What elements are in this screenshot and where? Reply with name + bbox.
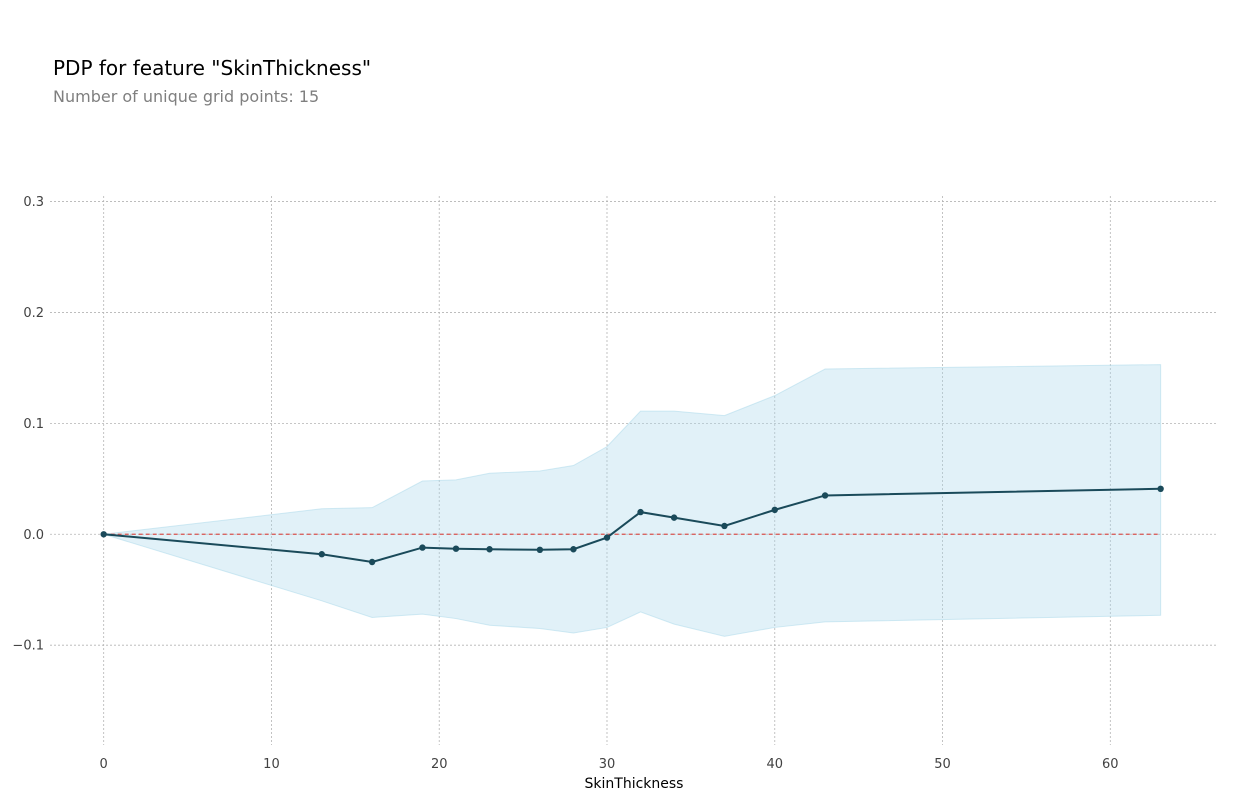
pdp-point [100, 531, 107, 538]
confidence-band [103, 364, 1162, 637]
pdp-point [570, 546, 577, 553]
pdp-point [452, 545, 460, 552]
y-tick-label: 0.0 [23, 528, 44, 543]
y-tick-labels: −0.1 0.0 0.1 0.2 0.3 [12, 195, 44, 654]
pdp-point [486, 546, 493, 553]
pdp-point [318, 551, 325, 558]
y-tick-label: −0.1 [12, 639, 44, 654]
pdp-point [368, 558, 376, 566]
y-tick-label: 0.1 [23, 417, 44, 432]
confidence-band-layer [103, 364, 1162, 637]
pdp-point [536, 546, 544, 553]
x-tick-label: 50 [934, 757, 951, 772]
pdp-point [670, 514, 678, 521]
chart-title: PDP for feature "SkinThickness" [53, 56, 372, 80]
pdp-point [637, 508, 644, 516]
x-tick-label: 30 [599, 757, 616, 772]
x-tick-label: 40 [766, 757, 783, 772]
pdp-point [771, 506, 778, 514]
x-tick-labels: 0 10 20 30 40 50 60 [100, 757, 1119, 772]
pdp-point [603, 534, 611, 541]
pdp-point [419, 544, 426, 551]
x-tick-label: 0 [100, 757, 108, 772]
x-axis-label: SkinThickness [585, 776, 684, 792]
chart-subtitle: Number of unique grid points: 15 [53, 87, 320, 106]
pdp-point [721, 522, 728, 530]
y-tick-label: 0.3 [23, 195, 44, 210]
x-tick-label: 10 [263, 757, 280, 772]
grid-lines [50, 196, 1216, 745]
pdp-point [1157, 485, 1164, 492]
y-tick-label: 0.2 [23, 306, 44, 321]
x-tick-label: 20 [431, 757, 448, 772]
pdp-points-layer [100, 485, 1164, 566]
x-tick-label: 60 [1102, 757, 1119, 772]
pdp-point [821, 492, 829, 499]
